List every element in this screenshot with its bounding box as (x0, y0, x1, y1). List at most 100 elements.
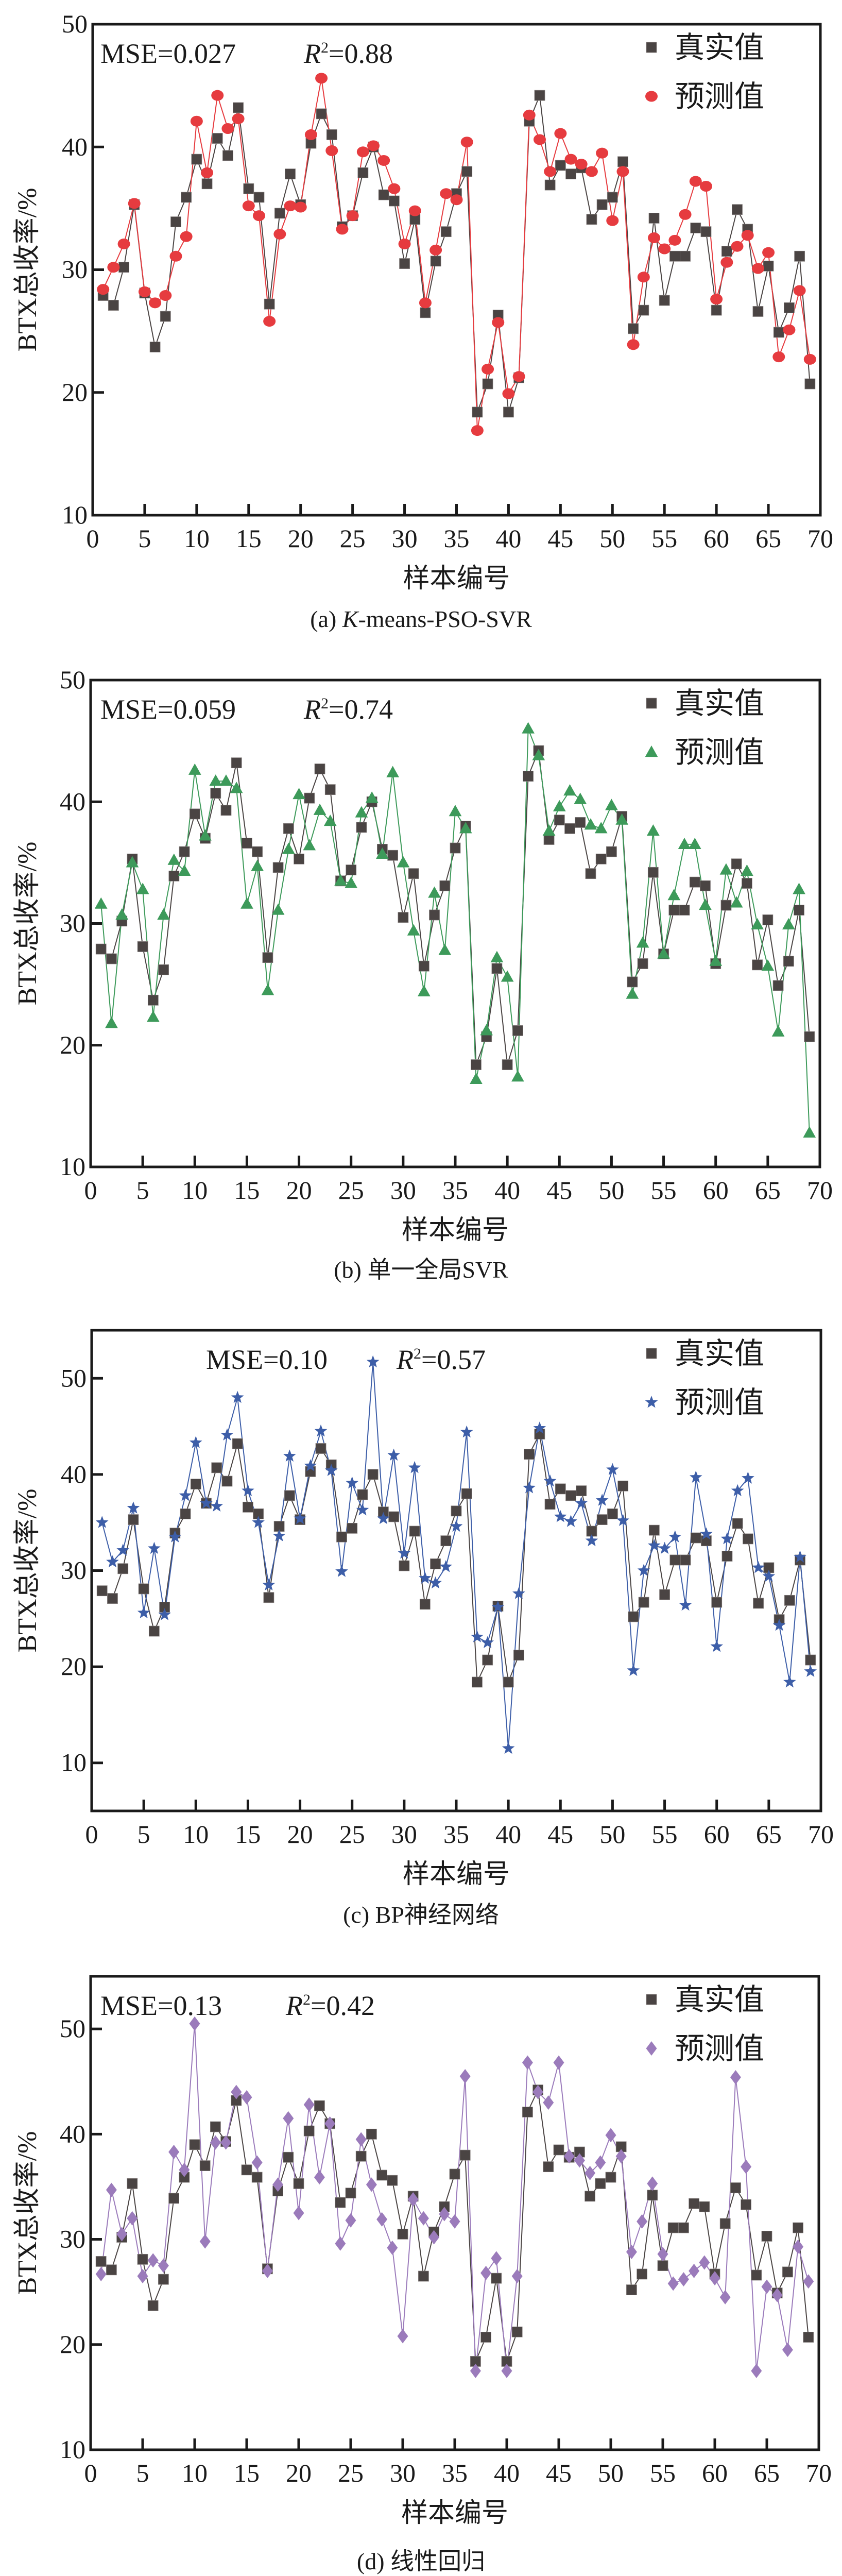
pred-point (178, 864, 191, 876)
panel-a: 10 20 30 40 50 0 5 10 15 20 25 30 35 40 45 50 55 60 65 70 样本… (0, 0, 842, 644)
pred-point (304, 129, 317, 140)
true-point (220, 805, 232, 816)
pred-point (647, 2176, 658, 2191)
true-point (617, 156, 628, 167)
y-tick-label: 50 (61, 1363, 87, 1392)
pred-point (126, 856, 139, 868)
caption-c: (c) BP神经网络 (0, 1896, 842, 1930)
true-point (211, 1462, 222, 1473)
true-point (398, 912, 409, 923)
x-tick-label: 50 (599, 1820, 625, 1849)
true-point (628, 323, 639, 334)
true-point (721, 1551, 733, 1562)
true-point (576, 1485, 587, 1497)
pred-point (241, 2090, 252, 2105)
pred-point (210, 1499, 224, 1512)
pred-point (407, 924, 420, 936)
pred-point (616, 166, 629, 177)
pred-point (564, 154, 577, 165)
pred-point (532, 749, 545, 760)
x-tick-label: 35 (442, 2459, 468, 2487)
x-tick-label: 15 (234, 1176, 260, 1205)
true-point (108, 300, 119, 311)
pred-point (689, 2263, 700, 2278)
true-point (461, 1488, 472, 1499)
true-point (513, 1650, 524, 1661)
pred-point (751, 263, 764, 274)
pred-point (221, 123, 234, 134)
pred-point (689, 1470, 702, 1483)
true-point (596, 1514, 608, 1526)
pred-point (648, 1539, 661, 1551)
pred-point (803, 2274, 814, 2289)
pred-point (418, 2211, 429, 2226)
true-point (719, 2218, 731, 2229)
caption-rest: BP神经网络 (375, 1902, 499, 1928)
pred-point (211, 90, 224, 101)
pred-point (303, 839, 316, 851)
pred-point (355, 2132, 367, 2147)
true-point (430, 1558, 441, 1569)
pred-point (189, 1436, 202, 1448)
true-point (262, 952, 273, 963)
x-tick-label: 20 (287, 1820, 313, 1849)
pred-point (532, 2084, 544, 2099)
pred-point (719, 863, 733, 875)
pred-point (201, 167, 214, 178)
true-point (147, 2300, 159, 2311)
true-point (158, 964, 169, 975)
true-point (607, 1509, 618, 1519)
pred-point (471, 1630, 484, 1642)
legend-pred-label: 预测值 (675, 80, 764, 113)
y-tick-label: 40 (60, 787, 85, 816)
true-point (179, 846, 190, 857)
pred-point (585, 166, 598, 177)
true-point (314, 764, 325, 774)
x-tick-label: 70 (807, 524, 833, 553)
true-point (503, 406, 514, 418)
pred-point (574, 792, 587, 804)
y-tick-label: 20 (61, 1652, 87, 1681)
true-points (97, 90, 816, 418)
pred-point (95, 1516, 109, 1528)
pred-point (793, 285, 806, 296)
r2-annotation: R2=0.42 (285, 1990, 375, 2021)
pred-point (355, 806, 368, 818)
pred-point (605, 2128, 616, 2143)
pred-point (470, 2363, 481, 2378)
pred-point (544, 166, 557, 177)
x-tick-label: 5 (138, 1820, 150, 1849)
true-point (669, 250, 680, 262)
pred-point (563, 784, 576, 796)
pred-point (294, 1512, 306, 1524)
true-point (168, 2193, 180, 2204)
pred-point (231, 1391, 244, 1403)
legend-pred-label: 预测值 (675, 1386, 764, 1419)
legend-true-marker-icon (646, 698, 657, 709)
y-tick-label: 40 (62, 132, 88, 161)
true-point (679, 905, 690, 916)
pred-point (585, 2165, 596, 2180)
true-point (397, 2228, 408, 2240)
x-tick-label: 10 (182, 1176, 208, 1205)
pred-point (595, 1494, 609, 1506)
true-point (274, 208, 285, 219)
pred-point (336, 224, 349, 235)
true-point (752, 306, 764, 317)
pred-point (657, 947, 670, 959)
pred-point (699, 2255, 710, 2270)
legend-pred-label: 预测值 (675, 2032, 764, 2065)
pred-point (742, 1471, 754, 1484)
x-tick-label: 45 (546, 1176, 572, 1205)
pred-point (646, 824, 660, 836)
true-point (160, 311, 171, 322)
pred-point (356, 146, 369, 158)
pred-point (482, 363, 494, 375)
y-tick-label: 10 (62, 500, 88, 529)
pred-point (428, 2230, 440, 2245)
x-tick-label: 60 (702, 2459, 728, 2487)
pred-point (575, 159, 588, 170)
pred-point (450, 194, 463, 206)
true-point (565, 1490, 576, 1501)
true-point (355, 2150, 367, 2162)
